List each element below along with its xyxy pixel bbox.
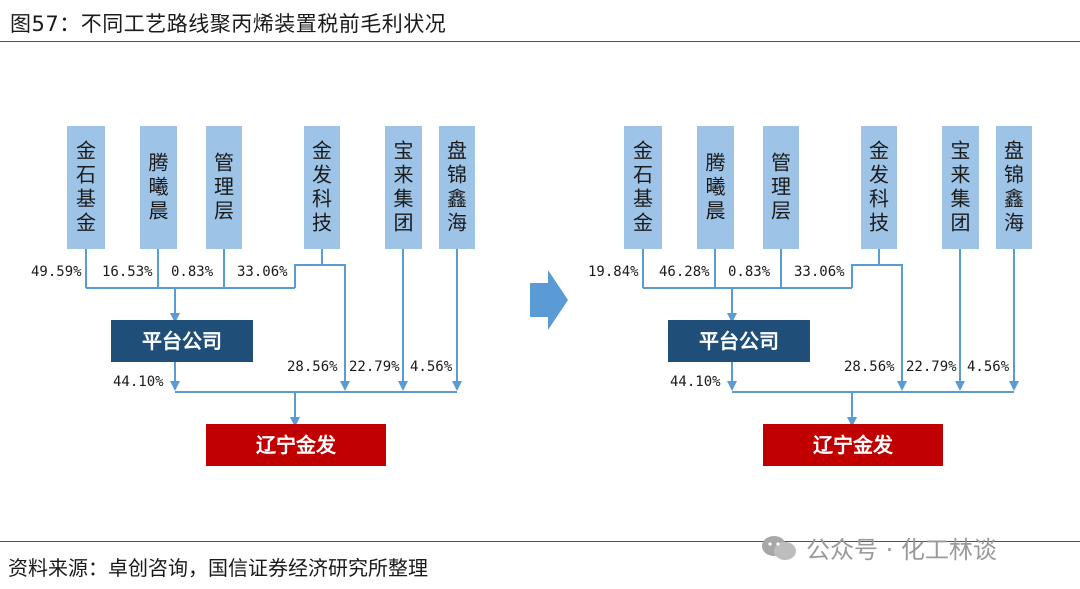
shareholder-name: 金石基金 — [633, 139, 653, 235]
shareholder-box — [763, 126, 799, 249]
shareholder-0: 金石基金 — [67, 126, 105, 249]
shareholder-0: 金石基金 — [624, 126, 662, 249]
shareholder-name: 腾曦晨 — [149, 151, 169, 223]
shareholder-name: 金石基金 — [76, 139, 96, 235]
platform-box: 平台公司 — [668, 320, 810, 362]
shareholder-3: 金发科技 — [861, 126, 897, 249]
shareholder-name: 腾曦晨 — [706, 151, 726, 223]
shareholder-box — [206, 126, 242, 249]
top-divider — [0, 41, 1080, 42]
shareholder-1: 腾曦晨 — [697, 126, 734, 249]
target-box: 辽宁金发 — [206, 424, 386, 466]
pct-label-jinfa-direct: 28.56% — [287, 359, 338, 375]
shareholder-box — [996, 126, 1032, 249]
pct-label-5: 4.56% — [410, 359, 453, 375]
target-box-label: 辽宁金发 — [256, 433, 337, 457]
shareholder-5: 盘锦鑫海 — [439, 126, 475, 249]
platform-box-rect — [668, 320, 810, 362]
shareholder-box — [697, 126, 734, 249]
watermark-text: 公众号 · 化工林谈 — [806, 536, 997, 564]
shareholder-name: 盘锦鑫海 — [1004, 139, 1024, 235]
shareholder-box — [304, 126, 340, 249]
shareholder-3: 金发科技 — [304, 126, 340, 249]
transition-arrow-icon — [530, 270, 568, 330]
shareholder-1: 腾曦晨 — [140, 126, 177, 249]
target-box-rect — [763, 424, 943, 466]
pct-label-platform: 44.10% — [113, 374, 164, 390]
target-box-label: 辽宁金发 — [813, 433, 894, 457]
pct-label-5: 4.56% — [967, 359, 1010, 375]
shareholder-4: 宝来集团 — [385, 126, 422, 249]
shareholder-name: 宝来集团 — [394, 139, 414, 235]
wechat-icon — [762, 535, 796, 560]
target-box: 辽宁金发 — [763, 424, 943, 466]
pct-label-platform: 44.10% — [670, 374, 721, 390]
shareholder-name: 管理层 — [214, 151, 234, 223]
connector-line — [851, 249, 880, 288]
target-box-rect — [206, 424, 386, 466]
shareholder-box — [861, 126, 897, 249]
shareholder-box — [439, 126, 475, 249]
platform-box-rect — [111, 320, 253, 362]
shareholder-2: 管理层 — [206, 126, 242, 249]
shareholder-box — [942, 126, 979, 249]
pct-label-2: 0.83% — [171, 264, 214, 280]
pct-label-0: 19.84% — [588, 264, 639, 280]
pct-label-4: 22.79% — [349, 359, 400, 375]
jinfa-direct-line — [879, 264, 907, 391]
pct-label-2: 0.83% — [728, 264, 771, 280]
watermark: 公众号 · 化工林谈 — [760, 530, 997, 565]
shareholder-4: 宝来集团 — [942, 126, 979, 249]
shareholder-box — [140, 126, 177, 249]
pct-label-1: 46.28% — [659, 264, 710, 280]
source-note: 资料来源：卓创咨询，国信证券经济研究所整理 — [8, 556, 428, 580]
jinfa-direct-line — [322, 264, 350, 391]
shareholder-name: 管理层 — [771, 151, 791, 223]
pct-label-3: 33.06% — [237, 264, 288, 280]
pct-label-jinfa-direct: 28.56% — [844, 359, 895, 375]
connector-line — [294, 249, 323, 288]
pct-label-0: 49.59% — [31, 264, 82, 280]
shareholder-name: 金发科技 — [312, 139, 332, 235]
shareholder-name: 金发科技 — [869, 139, 889, 235]
shareholder-name: 宝来集团 — [951, 139, 971, 235]
shareholder-name: 盘锦鑫海 — [447, 139, 467, 235]
bottom-divider — [0, 541, 1080, 542]
platform-box-label: 平台公司 — [142, 329, 222, 353]
shareholder-box — [624, 126, 662, 249]
shareholder-2: 管理层 — [763, 126, 799, 249]
shareholder-box — [67, 126, 105, 249]
platform-box: 平台公司 — [111, 320, 253, 362]
pct-label-1: 16.53% — [102, 264, 153, 280]
pct-label-4: 22.79% — [906, 359, 957, 375]
shareholder-5: 盘锦鑫海 — [996, 126, 1032, 249]
shareholder-box — [385, 126, 422, 249]
platform-box-label: 平台公司 — [699, 329, 779, 353]
figure-title: 图57：不同工艺路线聚丙烯装置税前毛利状况 — [10, 12, 447, 36]
pct-label-3: 33.06% — [794, 264, 845, 280]
